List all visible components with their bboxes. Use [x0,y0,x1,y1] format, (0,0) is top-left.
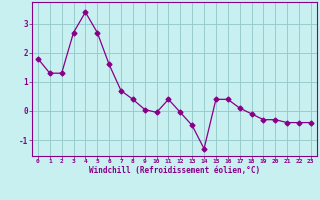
X-axis label: Windchill (Refroidissement éolien,°C): Windchill (Refroidissement éolien,°C) [89,166,260,175]
